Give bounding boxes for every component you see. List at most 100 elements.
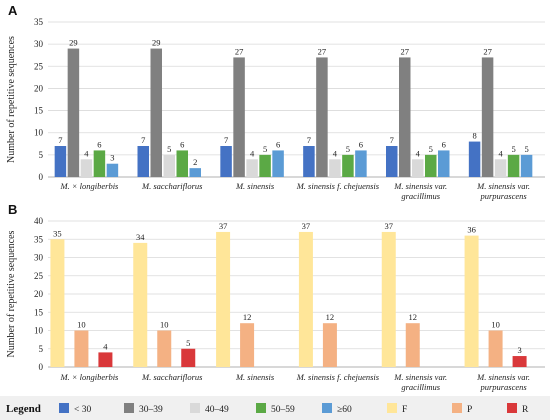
- data-label: 12: [409, 312, 418, 322]
- category-label: M. sinensis f. chejuensis: [296, 372, 380, 382]
- bar-4049-2: [246, 159, 258, 177]
- data-label: 27: [483, 46, 492, 56]
- y-tick-label: 15: [34, 106, 44, 116]
- category-label: gracillimus: [401, 191, 440, 201]
- bar-4049-3: [329, 159, 341, 177]
- legend-item-label: < 30: [74, 405, 91, 415]
- bar-3039-2: [233, 57, 245, 177]
- data-label: 7: [141, 135, 145, 145]
- data-label: 4: [498, 148, 503, 158]
- data-label: 7: [224, 135, 228, 145]
- bar-P-5: [488, 330, 503, 367]
- y-axis-label: Number of repetitive sequences: [6, 230, 17, 357]
- bar-30-2: [220, 146, 232, 177]
- bar-30-3: [303, 146, 315, 177]
- data-label: 35: [53, 228, 62, 238]
- category-label: gracillimus: [401, 382, 440, 392]
- data-label: 37: [302, 221, 311, 231]
- panel-label: B: [8, 202, 17, 217]
- data-label: 5: [511, 144, 515, 154]
- y-tick-label: 10: [34, 326, 44, 336]
- bar-4049-4: [412, 159, 424, 177]
- bar-60-5: [520, 154, 533, 177]
- y-tick-label: 40: [34, 216, 44, 226]
- data-label: 5: [346, 144, 350, 154]
- bar-4049-1: [163, 154, 175, 177]
- legend-item-label: 50–59: [271, 405, 295, 415]
- bar-F-0: [50, 239, 65, 367]
- y-tick-label: 30: [34, 39, 44, 49]
- bar-3039-0: [67, 48, 80, 178]
- y-tick-label: 10: [34, 128, 44, 138]
- bar-P-4: [405, 323, 420, 367]
- bar-F-1: [133, 242, 148, 367]
- category-label: M. sinensis var.: [393, 181, 447, 191]
- data-label: 4: [333, 148, 338, 158]
- data-label: 27: [235, 46, 244, 56]
- data-label: 2: [193, 157, 197, 167]
- bar-R-0: [98, 352, 113, 367]
- category-label: M. × longiberbis: [59, 372, 119, 382]
- bar-60-0: [106, 163, 119, 177]
- y-tick-label: 15: [34, 307, 44, 317]
- bar-P-3: [322, 323, 337, 367]
- data-label: 7: [307, 135, 311, 145]
- data-label: 12: [243, 312, 252, 322]
- data-label: 4: [250, 148, 255, 158]
- bar-5059-4: [425, 154, 437, 177]
- legend-item-label: P: [467, 405, 472, 415]
- legend-swatch: [256, 403, 266, 413]
- data-label: 5: [429, 144, 433, 154]
- legend-swatch: [124, 403, 134, 413]
- legend-title: Legend: [6, 403, 41, 415]
- bar-60-4: [438, 150, 450, 177]
- data-label: 8: [472, 131, 476, 141]
- category-label: M. × longiberbis: [59, 181, 119, 191]
- bar-60-1: [189, 168, 201, 177]
- legend-swatch: [322, 403, 332, 413]
- bar-3039-1: [150, 48, 162, 178]
- data-label: 10: [491, 320, 500, 330]
- legend-item-label: R: [522, 405, 529, 415]
- bar-P-1: [157, 330, 172, 367]
- legend-item-label: 40–49: [205, 405, 229, 415]
- data-label: 37: [219, 221, 228, 231]
- y-tick-label: 20: [34, 289, 44, 299]
- y-tick-label: 30: [34, 253, 44, 263]
- category-label: purpurascens: [479, 191, 527, 201]
- bar-3039-5: [481, 57, 494, 177]
- bar-5059-2: [259, 154, 271, 177]
- y-tick-label: 0: [39, 362, 44, 372]
- data-label: 10: [160, 320, 169, 330]
- bar-F-4: [381, 231, 396, 367]
- data-label: 3: [517, 345, 521, 355]
- data-label: 27: [401, 46, 410, 56]
- bar-30-4: [386, 146, 398, 177]
- data-label: 7: [58, 135, 62, 145]
- category-label: purpurascens: [479, 382, 527, 392]
- data-label: 27: [318, 46, 327, 56]
- data-label: 5: [167, 144, 171, 154]
- data-label: 29: [69, 38, 78, 48]
- bar-R-5: [512, 356, 527, 367]
- category-label: M. sinensis var.: [476, 181, 530, 191]
- data-label: 5: [524, 144, 528, 154]
- data-label: 4: [416, 148, 421, 158]
- bar-5059-0: [93, 150, 106, 177]
- bar-30-0: [54, 146, 67, 177]
- bar-30-5: [468, 141, 481, 177]
- category-label: M. sinensis var.: [476, 372, 530, 382]
- bar-5059-1: [176, 150, 188, 177]
- y-tick-label: 5: [39, 344, 44, 354]
- data-label: 4: [103, 341, 108, 351]
- data-label: 37: [385, 221, 394, 231]
- y-axis-label: Number of repetitive sequences: [6, 36, 17, 163]
- y-tick-label: 25: [34, 61, 44, 71]
- data-label: 6: [359, 139, 363, 149]
- data-label: 5: [186, 338, 190, 348]
- legend-swatch: [507, 403, 517, 413]
- data-label: 5: [263, 144, 267, 154]
